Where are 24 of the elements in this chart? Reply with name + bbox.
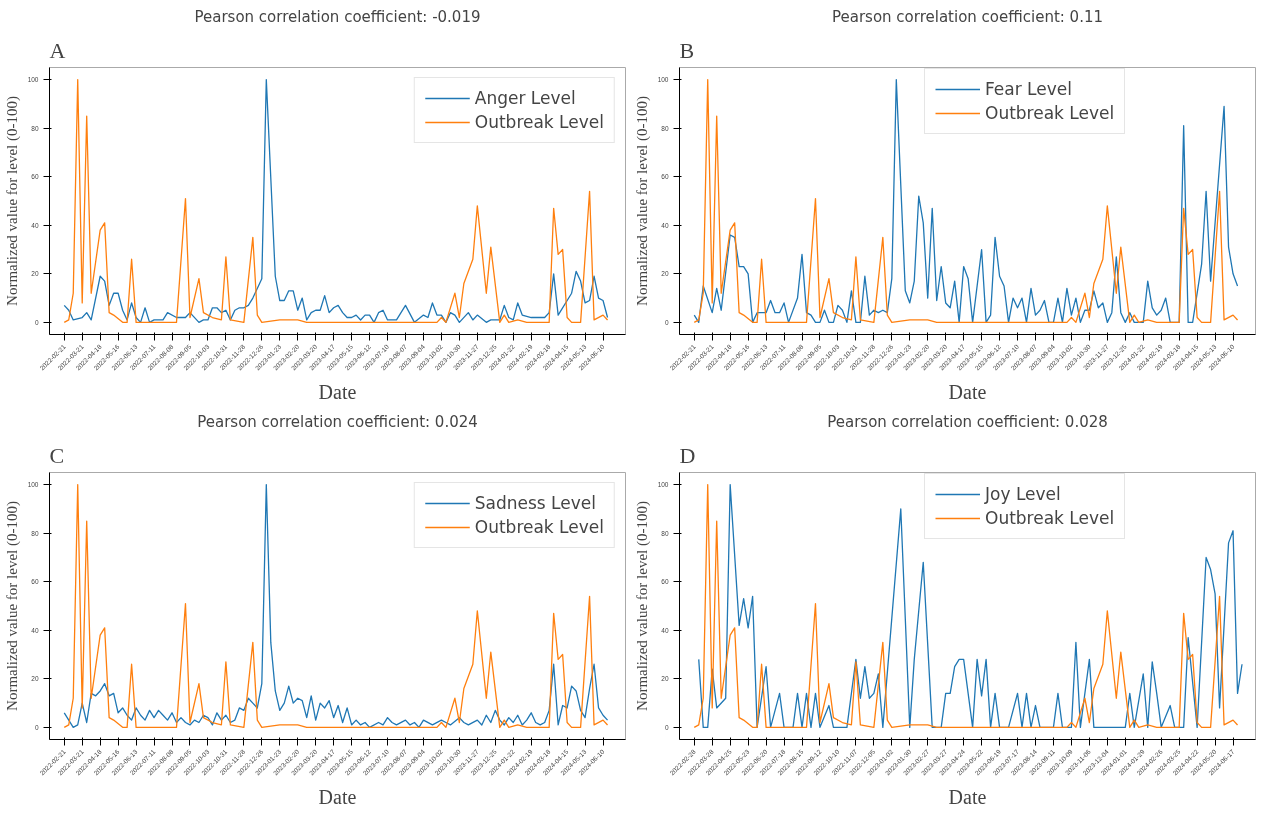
text: A: [49, 37, 66, 63]
legend-label: Fear Level: [985, 79, 1072, 99]
y-axis-title: Normalized value for level (0-100): [633, 96, 651, 306]
y-axis-title: Normalized value for level (0-100): [633, 501, 651, 711]
x-axis-title: Date: [318, 380, 357, 403]
y-axis-title: Normalized value for level (0-100): [3, 96, 21, 306]
y-axis-title: Normalized value for level (0-100): [3, 501, 21, 711]
legend-label: Outbreak Level: [474, 517, 604, 537]
chart-title: Pearson correlation coefficient: 0.028: [827, 412, 1108, 431]
chart-title: Pearson correlation coefficient: 0.024: [197, 412, 478, 431]
legend-label: Outbreak Level: [985, 103, 1115, 123]
x-axis-title: Date: [948, 785, 987, 808]
text: D: [679, 442, 696, 468]
chart-title: Pearson correlation coefficient: 0.11: [831, 7, 1104, 26]
legend-label: Joy Level: [985, 484, 1061, 504]
legend-label: Outbreak Level: [985, 508, 1115, 528]
x-axis-title: Date: [948, 380, 987, 403]
text: C: [49, 442, 65, 468]
x-axis-title: Date: [318, 785, 357, 808]
text: B: [679, 37, 695, 63]
chart-title: Pearson correlation coefficient: -0.019: [194, 7, 481, 26]
legend-label: Sadness Level: [474, 493, 596, 513]
legend-label: Anger Level: [474, 88, 576, 108]
legend-label: Outbreak Level: [474, 112, 604, 132]
